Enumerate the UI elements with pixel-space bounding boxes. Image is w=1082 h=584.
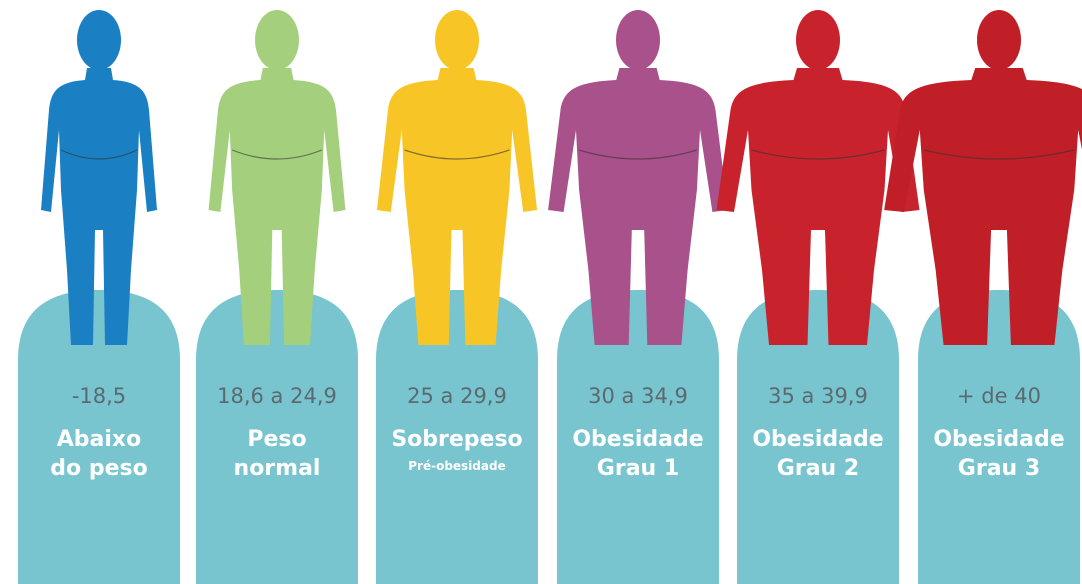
category-label: Peso	[247, 427, 306, 452]
category-label: Sobrepeso	[391, 427, 522, 452]
head	[796, 10, 840, 70]
category-label: Grau 1	[597, 456, 679, 481]
head	[977, 10, 1021, 70]
bmi-range: 25 a 29,9	[407, 384, 507, 408]
bmi-infographic: -18,5 Abaixo do peso 18,6 a 24,9 Peso normal 2…	[0, 0, 1082, 584]
bmi-category: 25 a 29,9 Sobrepeso Pré-obesidade	[376, 10, 538, 584]
head	[616, 10, 660, 70]
bmi-category: 35 a 39,9 Obesidade Grau 2	[717, 10, 920, 584]
bmi-category: -18,5 Abaixo do peso	[18, 10, 180, 584]
category-label: Obesidade	[572, 427, 703, 452]
bmi-range: 30 a 34,9	[588, 384, 688, 408]
bmi-range: -18,5	[72, 384, 126, 408]
category-label: do peso	[50, 456, 147, 481]
category-label: Obesidade	[933, 427, 1064, 452]
bmi-range: 35 a 39,9	[768, 384, 868, 408]
category-label: Grau 3	[958, 456, 1040, 481]
head	[77, 10, 121, 70]
bmi-range: 18,6 a 24,9	[217, 384, 337, 408]
category-label: Grau 2	[777, 456, 859, 481]
category-label: normal	[234, 456, 321, 481]
head	[255, 10, 299, 70]
bmi-category: 30 a 34,9 Obesidade Grau 1	[548, 10, 728, 584]
category-label: Obesidade	[752, 427, 883, 452]
category-sublabel: Pré-obesidade	[408, 459, 505, 473]
bmi-category: + de 40 Obesidade Grau 3	[884, 10, 1082, 584]
bmi-range: + de 40	[957, 384, 1041, 408]
bmi-category: 18,6 a 24,9 Peso normal	[196, 10, 358, 584]
category-label: Abaixo	[57, 427, 141, 452]
head	[435, 10, 479, 70]
